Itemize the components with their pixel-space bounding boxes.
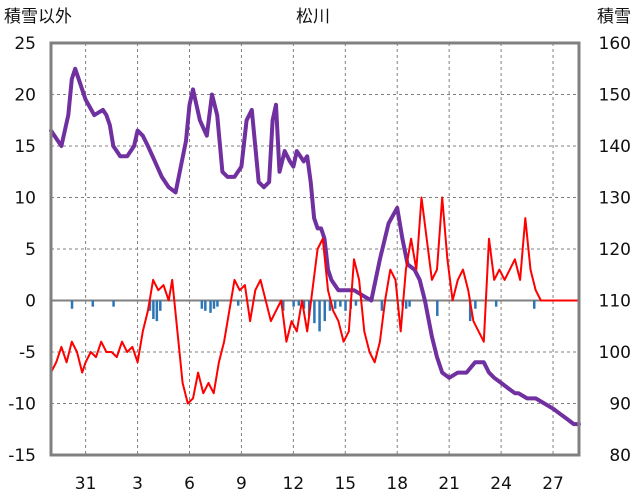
plot-frame [49,41,581,457]
precipitation-bar [91,300,95,307]
y-right-tick-label: 90 [609,395,631,415]
y-left-tick-label: 5 [25,240,36,260]
precipitation-bar [468,300,472,322]
precipitation-bar [112,300,115,307]
y-right-tick-label: 110 [599,292,631,312]
left-axis-title: 積雪以外 [4,7,72,27]
y-left-tick-label: -5 [19,343,36,363]
y-left-tick-label: -10 [8,395,36,415]
gridlines [51,43,579,455]
precipitation-bar [318,300,321,332]
x-tick-label: 21 [438,474,460,494]
y-left-tick-label: -15 [8,446,36,466]
snow-depth-line [49,66,581,427]
precipitation-bar [404,300,408,309]
precipitation-bar [281,300,285,311]
precipitation-bar [209,300,212,313]
precipitation-bar [339,300,342,307]
precipitation-bar [380,300,384,311]
precipitation-bar [344,300,347,311]
precipitation-bar [532,300,536,309]
precipitation-bar [328,300,332,311]
precipitation-bar [212,300,216,309]
x-tick-label: 27 [542,474,564,494]
data-lines [49,66,581,427]
axes: -15 -10 -5 0 5 10 15 20 25 80 90 100 110 120 130 140 150… [8,34,631,494]
x-tick-label: 9 [236,474,247,494]
y-right-tick-label: 150 [599,86,631,106]
precipitation-bar [152,300,155,320]
precipitation-bar [302,300,306,309]
y-left-tick-label: 25 [14,34,36,54]
y-right-tick-label: 100 [599,343,631,363]
y-right-tick-label: 160 [599,34,631,54]
chart-title: 松川 [296,7,330,27]
precipitation-bar [159,300,162,311]
precipitation-bar [70,300,74,309]
y-left-tick-label: 0 [25,292,36,312]
x-tick-label: 12 [283,474,305,494]
x-tick-label: 18 [386,474,408,494]
precipitation-bar [216,300,219,307]
y-right-tick-label: 80 [609,446,631,466]
precipitation-bar [408,300,411,307]
y-right-tick-label: 120 [599,240,631,260]
temperature-line [50,196,580,405]
x-tick-label: 6 [184,474,195,494]
y-right-tick-label: 140 [599,137,631,157]
x-tick-label: 31 [75,474,97,494]
precipitation-bar [297,300,301,306]
precipitation-bar [148,300,152,311]
y-left-tick-label: 20 [14,86,36,106]
precipitation-bar [323,300,327,322]
x-tick-label: 24 [490,474,512,494]
precipitation-bar [155,300,159,322]
y-left-tick-label: 10 [14,189,36,209]
precipitation-bar [292,300,295,307]
precipitation-bar [436,300,439,316]
right-axis-title: 積雪 [597,7,631,27]
precipitation-bar [333,300,337,309]
precipitation-bar [236,300,240,306]
precipitation-bar [494,300,498,307]
precipitation-bar [204,300,207,311]
precipitation-bar [200,300,204,309]
precipitation-bar [313,300,316,324]
x-tick-label: 3 [132,474,143,494]
x-tick-label: 15 [334,474,356,494]
precipitation-bar [474,300,477,309]
y-left-tick-label: 15 [14,137,36,157]
precipitation-bar [354,300,358,306]
y-right-tick-label: 130 [599,189,631,209]
